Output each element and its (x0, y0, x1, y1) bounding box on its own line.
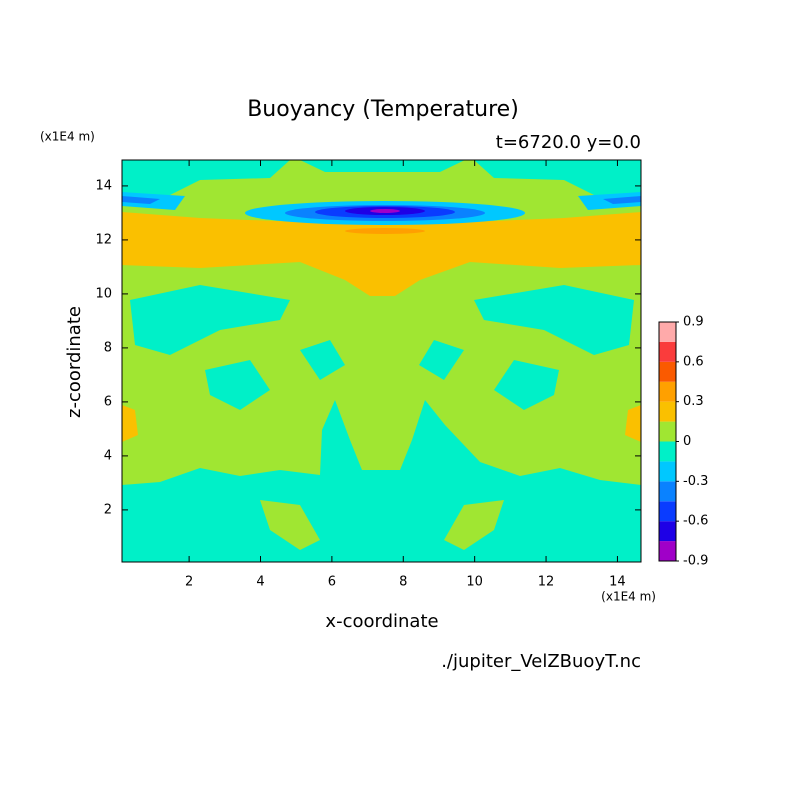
y-tick-label: 2 (104, 502, 112, 517)
contour-region (370, 209, 400, 213)
x-tick-label: 4 (256, 575, 264, 590)
plot-frame (121, 159, 642, 563)
x-tick-label: 12 (538, 575, 555, 590)
contour-region (122, 192, 641, 210)
contour-region (260, 500, 504, 550)
colorbar-bin (659, 501, 676, 522)
contour-region (122, 160, 641, 195)
colorbar-bin (659, 541, 676, 561)
colorbar-bin (659, 481, 676, 502)
colorbar-bin (659, 322, 676, 342)
chart-title: Buoyancy (Temperature) (247, 97, 519, 122)
colorbar-bin (659, 441, 676, 462)
x-tick-label: 2 (185, 575, 193, 590)
colorbar-tick-label: 0.6 (683, 354, 704, 369)
colorbar-bin (659, 521, 676, 542)
y-tick-label: 4 (104, 448, 112, 463)
colorbar-tick-label: 0.3 (683, 394, 704, 409)
colorbar: -0.9 -0.6 -0.3 0 0.3 0.6 0.9 (658, 315, 708, 569)
colorbar-bin (659, 461, 676, 482)
y-tick-label: 12 (95, 232, 112, 247)
x-unit: (x1E4 m) (601, 590, 656, 604)
y-axis-label: z-coordinate (64, 306, 85, 418)
colorbar-tick-label: 0 (683, 434, 691, 449)
y-tick-label: 8 (104, 340, 112, 355)
contour-region (122, 210, 641, 442)
y-tick-label: 6 (104, 394, 112, 409)
colorbar-bin (659, 341, 676, 362)
x-tick-label: 14 (609, 575, 626, 590)
contour-region (345, 228, 425, 234)
chart-subtitle: t=6720.0 y=0.0 (496, 132, 641, 153)
axes: 2 4 6 8 10 12 14 2 4 6 8 10 12 14 (95, 160, 641, 590)
x-axis-label: x-coordinate (325, 611, 438, 632)
colorbar-bin (659, 421, 676, 442)
y-tick-label: 14 (95, 178, 112, 193)
contour-region (130, 285, 634, 410)
colorbar-bin (659, 361, 676, 382)
colorbar-tick-label: -0.6 (683, 514, 708, 529)
colorbar-bin (659, 381, 676, 402)
x-tick-label: 8 (399, 575, 407, 590)
x-tick-label: 10 (466, 575, 483, 590)
x-tick-label: 6 (328, 575, 336, 590)
colorbar-tick-label: -0.3 (683, 474, 708, 489)
y-tick-label: 10 (95, 286, 112, 301)
colorbar-bin (659, 401, 676, 422)
contour-field (121, 159, 642, 563)
colorbar-tick-label: 0.9 (683, 315, 704, 330)
colorbar-tick-label: -0.9 (683, 554, 708, 569)
y-unit: (x1E4 m) (40, 130, 95, 144)
footnote: ./jupiter_VelZBuoyT.nc (441, 651, 641, 672)
